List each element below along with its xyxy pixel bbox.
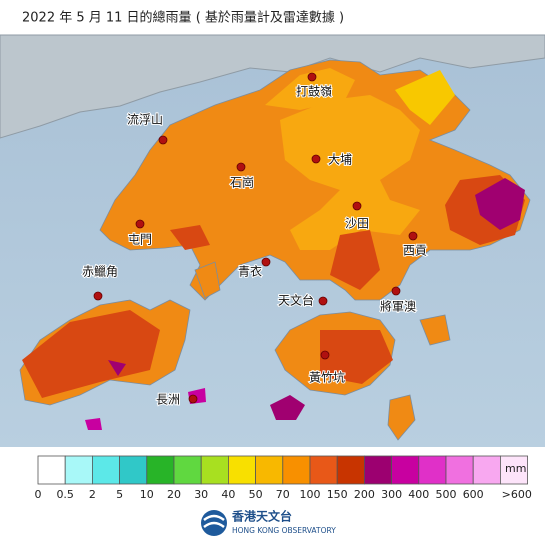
- legend-swatch: [119, 455, 148, 485]
- place-label: 打鼓嶺: [296, 85, 332, 99]
- legend-swatch: [418, 455, 447, 485]
- legend-swatch: [200, 455, 229, 485]
- legend-label: 300: [381, 488, 402, 501]
- legend-swatch: [391, 455, 420, 485]
- station-dot: [135, 219, 145, 229]
- place-label: 黃竹坑: [309, 370, 345, 385]
- place-label: 大埔: [328, 153, 352, 167]
- mainland: [0, 34, 545, 139]
- place-label: 屯門: [128, 233, 152, 247]
- station-dot: [158, 135, 168, 145]
- rain-zones: [22, 68, 525, 430]
- logo-english: HONG KONG OBSERVATORY: [232, 526, 336, 535]
- place-label: 西貢: [403, 244, 427, 258]
- legend-label: >600: [502, 488, 532, 501]
- legend-swatch: [64, 455, 93, 485]
- logo-name: 香港天文台: [231, 509, 292, 524]
- station-dot: [408, 231, 418, 241]
- legend-swatch: [92, 455, 121, 485]
- legend: 0 0.5 2 5 10 20 30 40 50 70 100 150 200 300 400 500 600 >…: [35, 455, 532, 501]
- station-dot: [391, 286, 401, 296]
- logo: 香港天文台 HONG KONG OBSERVATORY: [201, 509, 336, 536]
- legend-swatch: [173, 455, 202, 485]
- legend-swatch: [255, 455, 284, 485]
- legend-label: 500: [436, 488, 457, 501]
- place-label: 石崗: [230, 176, 254, 190]
- legend-label: 2: [89, 488, 96, 501]
- legend-label: 40: [221, 488, 235, 501]
- legend-swatch: [363, 455, 392, 485]
- legend-label: 600: [463, 488, 484, 501]
- legend-swatch: [37, 455, 66, 485]
- place-label: 青衣: [238, 264, 262, 279]
- place-label: 沙田: [345, 217, 369, 231]
- legend-swatch: [472, 455, 501, 485]
- place-label: 赤鱲角: [82, 265, 118, 279]
- legend-swatch: [227, 455, 256, 485]
- legend-swatch: [146, 455, 175, 485]
- legend-label: 70: [276, 488, 290, 501]
- legend-label: 150: [327, 488, 348, 501]
- station-dot: [318, 296, 328, 306]
- legend-label: 5: [116, 488, 123, 501]
- station-dot: [188, 394, 198, 404]
- place-label: 長洲: [156, 393, 180, 407]
- place-label: 天文台: [278, 293, 314, 308]
- station-dot: [311, 154, 321, 164]
- legend-label: 100: [300, 488, 321, 501]
- place-label: 將軍澳: [380, 299, 416, 314]
- legend-label: 10: [140, 488, 154, 501]
- station-dot: [307, 72, 317, 82]
- station-dot: [236, 162, 246, 172]
- legend-label: 0.5: [56, 488, 74, 501]
- legend-swatch: [336, 455, 365, 485]
- station-dot: [352, 201, 362, 211]
- legend-swatch: [499, 455, 528, 485]
- station-dot: [320, 350, 330, 360]
- legend-label: 30: [194, 488, 208, 501]
- legend-swatch: [445, 455, 474, 485]
- legend-unit: mm: [505, 462, 526, 475]
- title: 2022 年 5 月 11 日的總雨量 ( 基於雨量計及雷達數據 ): [22, 10, 344, 26]
- legend-label: 400: [408, 488, 429, 501]
- legend-label: 200: [354, 488, 375, 501]
- legend-swatch: [309, 455, 338, 485]
- station-dot: [261, 257, 271, 267]
- legend-label: 20: [167, 488, 181, 501]
- place-label: 流浮山: [127, 113, 163, 127]
- station-dot: [93, 291, 103, 301]
- legend-swatch: [282, 455, 311, 485]
- legend-label: 0: [35, 488, 42, 501]
- legend-label: 50: [249, 488, 263, 501]
